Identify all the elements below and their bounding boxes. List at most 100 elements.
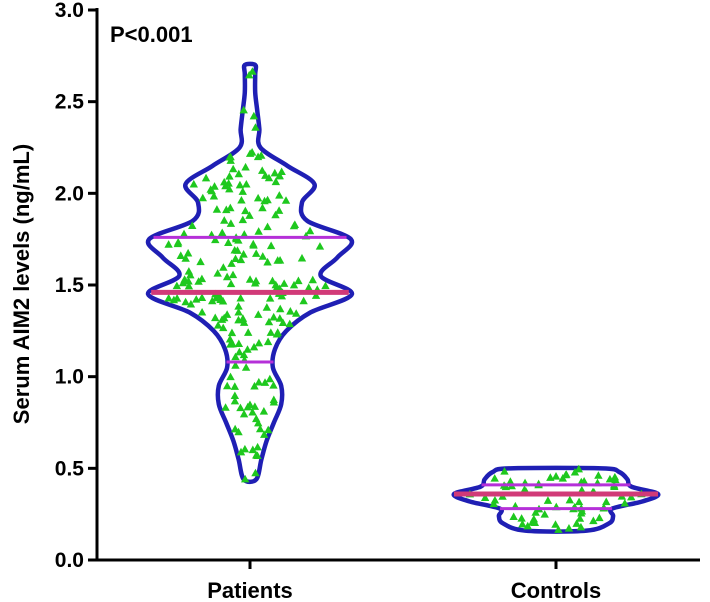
y-tick-label: 0.0 xyxy=(55,549,84,572)
data-point xyxy=(251,249,261,257)
data-point xyxy=(201,173,211,182)
data-point xyxy=(248,445,258,454)
data-point xyxy=(299,296,308,305)
data-point xyxy=(241,206,250,215)
data-point xyxy=(222,272,232,281)
data-point xyxy=(271,280,280,289)
data-point xyxy=(253,193,263,202)
plot-area xyxy=(145,61,661,534)
data-point xyxy=(271,210,280,219)
data-point xyxy=(231,352,240,361)
data-point xyxy=(235,347,244,356)
data-point xyxy=(239,250,248,258)
data-point xyxy=(225,184,234,193)
data-point xyxy=(564,524,574,532)
data-point xyxy=(227,328,237,337)
y-tick-label: 1.0 xyxy=(55,366,84,389)
data-point xyxy=(266,328,276,336)
data-point xyxy=(259,407,269,415)
data-point xyxy=(231,254,240,263)
data-point xyxy=(230,382,240,390)
data-point xyxy=(308,275,317,284)
data-point xyxy=(238,314,248,322)
data-point xyxy=(297,253,307,262)
data-point xyxy=(225,153,234,161)
data-point xyxy=(565,495,574,504)
data-point xyxy=(164,240,173,248)
data-point xyxy=(176,251,185,259)
data-point xyxy=(275,191,284,199)
data-point xyxy=(183,248,193,257)
data-point xyxy=(224,179,233,187)
data-point xyxy=(269,395,279,404)
data-point xyxy=(249,239,258,248)
data-point xyxy=(260,430,269,438)
data-point xyxy=(278,318,288,327)
data-point xyxy=(258,252,267,260)
data-point xyxy=(230,396,240,405)
data-point xyxy=(264,425,273,434)
data-point xyxy=(274,206,284,214)
data-point xyxy=(236,293,245,302)
data-point xyxy=(271,177,281,186)
data-point xyxy=(263,195,272,204)
data-point xyxy=(570,467,580,476)
data-point xyxy=(595,513,604,522)
data-point xyxy=(250,381,259,390)
data-point xyxy=(269,312,278,321)
data-point xyxy=(275,171,284,180)
data-point xyxy=(311,291,321,299)
data-point xyxy=(186,299,196,308)
data-point xyxy=(223,381,232,390)
data-point xyxy=(226,279,236,288)
data-point xyxy=(211,235,220,244)
data-point xyxy=(222,205,231,214)
data-point xyxy=(543,496,553,504)
data-point xyxy=(286,307,295,315)
data-point xyxy=(315,242,325,250)
data-point xyxy=(243,328,253,336)
axes: 0.0 0.5 1.0 1.5 2.0 2.5 3.0 Patients Controls xyxy=(55,0,700,602)
data-point xyxy=(219,263,228,271)
y-axis-title: Serum AIM2 levels (ng/mL) xyxy=(9,144,34,424)
data-point xyxy=(172,281,182,290)
data-point xyxy=(207,186,216,195)
data-point xyxy=(261,171,270,179)
data-point xyxy=(239,409,249,418)
data-point xyxy=(305,226,315,235)
data-point xyxy=(248,407,257,416)
data-point xyxy=(546,473,555,481)
data-point xyxy=(265,294,275,302)
data-point xyxy=(184,281,194,290)
data-point xyxy=(198,193,207,202)
data-point xyxy=(220,216,229,224)
data-point xyxy=(262,303,272,311)
data-point xyxy=(562,470,571,478)
data-point xyxy=(275,314,285,322)
data-point xyxy=(253,442,262,451)
data-point xyxy=(173,239,183,248)
data-point xyxy=(254,377,264,386)
data-point xyxy=(197,293,207,301)
data-point xyxy=(228,270,238,279)
data-point xyxy=(551,472,561,480)
data-point xyxy=(238,215,248,224)
data-point xyxy=(574,464,583,473)
data-point xyxy=(236,255,246,264)
data-point xyxy=(605,474,615,483)
data-point xyxy=(180,275,189,283)
x-category-label-patients: Patients xyxy=(207,578,293,602)
data-point xyxy=(226,372,235,381)
data-point xyxy=(242,179,251,188)
data-point xyxy=(276,304,285,313)
data-point xyxy=(258,166,267,174)
data-point xyxy=(254,227,263,235)
data-point xyxy=(270,168,280,177)
data-point xyxy=(257,151,266,159)
data-point xyxy=(575,514,585,522)
data-point xyxy=(589,516,598,525)
data-point xyxy=(540,510,549,518)
data-point xyxy=(225,172,234,180)
data-point xyxy=(236,403,245,412)
data-point xyxy=(220,313,229,322)
